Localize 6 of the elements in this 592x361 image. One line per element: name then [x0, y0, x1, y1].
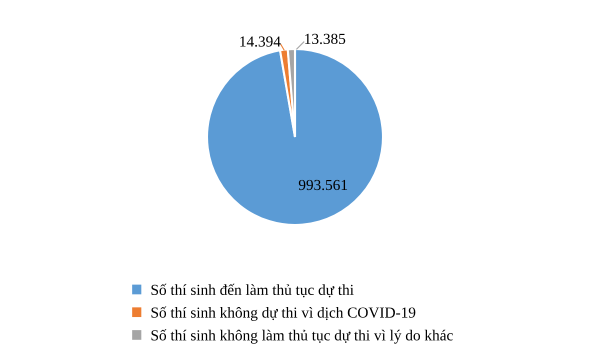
- legend-label: Số thí sinh không làm thủ tục dự thi vì lý do khác: [152, 329, 453, 344]
- data-label: 14.394: [240, 36, 281, 47]
- legend-label: Số thí sinh đến làm thủ tục dự thi: [152, 284, 354, 298]
- data-label: 13.385: [305, 34, 346, 44]
- legend-label: Số thí sinh không dự thi vì dịch COVID-19: [152, 306, 416, 321]
- data-label: 993.561: [298, 180, 348, 190]
